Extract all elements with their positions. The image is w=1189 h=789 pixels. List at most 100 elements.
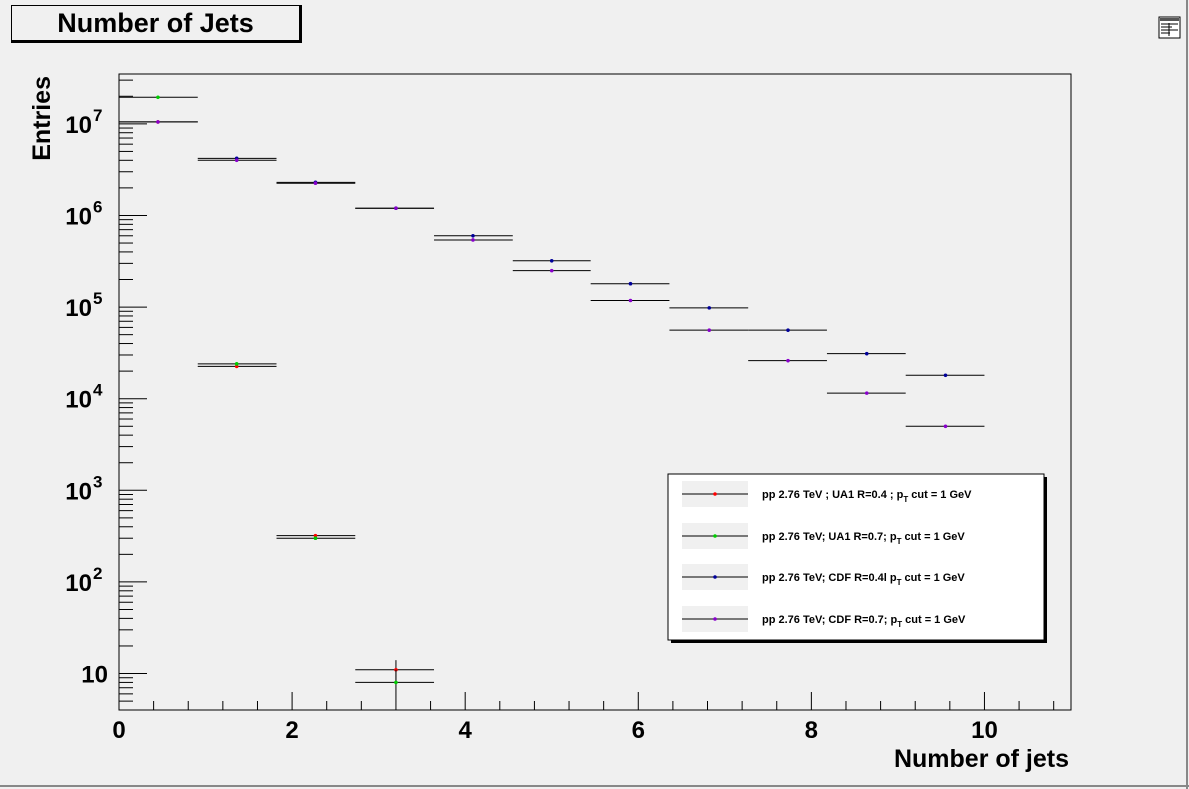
data-marker <box>313 536 318 541</box>
y-axis-title: Entries <box>28 76 56 161</box>
legend-entry-tail: cut = 1 GeV <box>908 489 972 501</box>
y-tick-base: 10 <box>65 570 92 597</box>
y-tick-label: 10 <box>81 662 108 689</box>
x-axis-title: Number of jets <box>894 745 1069 773</box>
y-tick-base: 10 <box>65 478 92 505</box>
data-marker <box>864 391 869 395</box>
y-tick-exponent: 3 <box>93 472 102 491</box>
data-point <box>590 298 670 303</box>
data-marker <box>864 351 869 356</box>
data-point <box>276 533 356 538</box>
data-point <box>669 328 749 332</box>
legend-swatch-marker <box>713 534 717 538</box>
y-tick-label: 10 <box>65 112 92 139</box>
y-tick-exponent: 7 <box>93 106 102 125</box>
data-marker <box>628 298 633 303</box>
data-point <box>434 233 513 238</box>
y-tick-label: 10 <box>65 387 92 414</box>
data-marker <box>234 158 239 163</box>
data-marker <box>234 362 239 366</box>
plot-title-box: Number of Jets <box>11 5 302 43</box>
data-marker <box>471 238 475 242</box>
legend-entry-label: pp 2.76 TeV; CDF R=0.7; pT cut = 1 GeV <box>762 614 966 629</box>
data-marker <box>394 206 398 211</box>
legend-entry-subscript: T <box>903 495 908 504</box>
data-marker <box>549 258 554 263</box>
legend-swatch-marker <box>713 617 717 621</box>
canvas-editor-icon[interactable] <box>1158 16 1181 39</box>
plot-title: Number of Jets <box>57 7 254 38</box>
x-tick-label: 2 <box>285 717 298 744</box>
y-tick-exponent: 6 <box>93 197 102 216</box>
legend-entry-name: pp 2.76 TeV ; UA1 R=0.4 ; p <box>762 489 904 501</box>
y-tick-label: 10 <box>65 570 92 597</box>
legend-entry-tail: cut = 1 GeV <box>901 572 965 584</box>
data-marker <box>394 680 398 685</box>
legend-entry-label: pp 2.76 TeV; CDF R=0.4l pT cut = 1 GeV <box>762 572 965 587</box>
legend-swatch-marker <box>713 575 717 579</box>
legend-entry-name: pp 2.76 TeV; CDF R=0.7; p <box>762 614 897 626</box>
y-tick-base: 10 <box>65 295 92 322</box>
y-tick-exponent: 4 <box>93 381 103 400</box>
data-marker <box>786 328 790 332</box>
data-point <box>826 351 906 356</box>
x-tick-label: 8 <box>805 717 818 744</box>
legend-entry-tail: cut = 1 GeV <box>902 614 966 626</box>
data-point <box>276 181 356 185</box>
data-point <box>197 364 277 369</box>
data-point <box>197 362 277 366</box>
legend-entry-name: pp 2.76 TeV; UA1 R=0.7; p <box>762 531 897 543</box>
legend-entry-label: pp 2.76 TeV; UA1 R=0.7; pT cut = 1 GeV <box>762 531 965 546</box>
data-point <box>905 424 985 429</box>
y-tick-base: 10 <box>65 203 92 230</box>
data-marker <box>707 306 712 310</box>
data-marker <box>628 281 633 286</box>
data-marker <box>313 533 318 538</box>
data-marker <box>943 373 948 378</box>
data-marker <box>156 120 160 124</box>
data-marker <box>156 95 160 100</box>
data-point <box>748 358 827 363</box>
data-marker <box>234 364 239 369</box>
y-tick-label: 10 <box>65 295 92 322</box>
x-tick-label: 6 <box>632 717 645 744</box>
legend-entry-tail: cut = 1 GeV <box>901 531 965 543</box>
legend-entry-name: pp 2.76 TeV; CDF R=0.4l p <box>762 572 897 584</box>
data-point <box>512 268 591 273</box>
data-point <box>434 238 513 242</box>
data-point <box>905 373 985 378</box>
data-marker <box>943 424 948 429</box>
data-point <box>590 281 670 286</box>
y-tick-base: 10 <box>81 662 108 689</box>
data-point <box>355 669 435 702</box>
legend-entry-subscript: T <box>897 620 902 629</box>
data-point <box>197 158 277 163</box>
data-point <box>119 95 198 100</box>
y-tick-label: 10 <box>65 203 92 230</box>
y-tick-exponent: 2 <box>93 564 102 583</box>
data-marker <box>313 181 318 185</box>
legend-entry-subscript: T <box>897 537 902 546</box>
data-point <box>826 391 906 395</box>
data-point <box>669 306 749 310</box>
data-marker <box>786 358 790 363</box>
x-tick-label: 4 <box>459 717 473 744</box>
data-point <box>355 206 435 211</box>
x-tick-label: 0 <box>112 717 125 744</box>
data-point <box>119 120 198 124</box>
legend-entry-subscript: T <box>897 578 902 587</box>
legend-entry-label: pp 2.76 TeV ; UA1 R=0.4 ; pT cut = 1 GeV <box>762 489 972 504</box>
data-marker <box>471 233 475 238</box>
y-tick-exponent: 5 <box>93 289 102 308</box>
legend-swatch-marker <box>713 492 717 496</box>
data-marker <box>707 328 712 332</box>
data-marker <box>549 268 554 273</box>
x-tick-label: 10 <box>971 717 998 744</box>
y-tick-base: 10 <box>65 112 92 139</box>
y-tick-label: 10 <box>65 478 92 505</box>
data-point <box>512 258 591 263</box>
data-point <box>276 536 356 541</box>
y-tick-base: 10 <box>65 387 92 414</box>
data-point <box>748 328 827 332</box>
